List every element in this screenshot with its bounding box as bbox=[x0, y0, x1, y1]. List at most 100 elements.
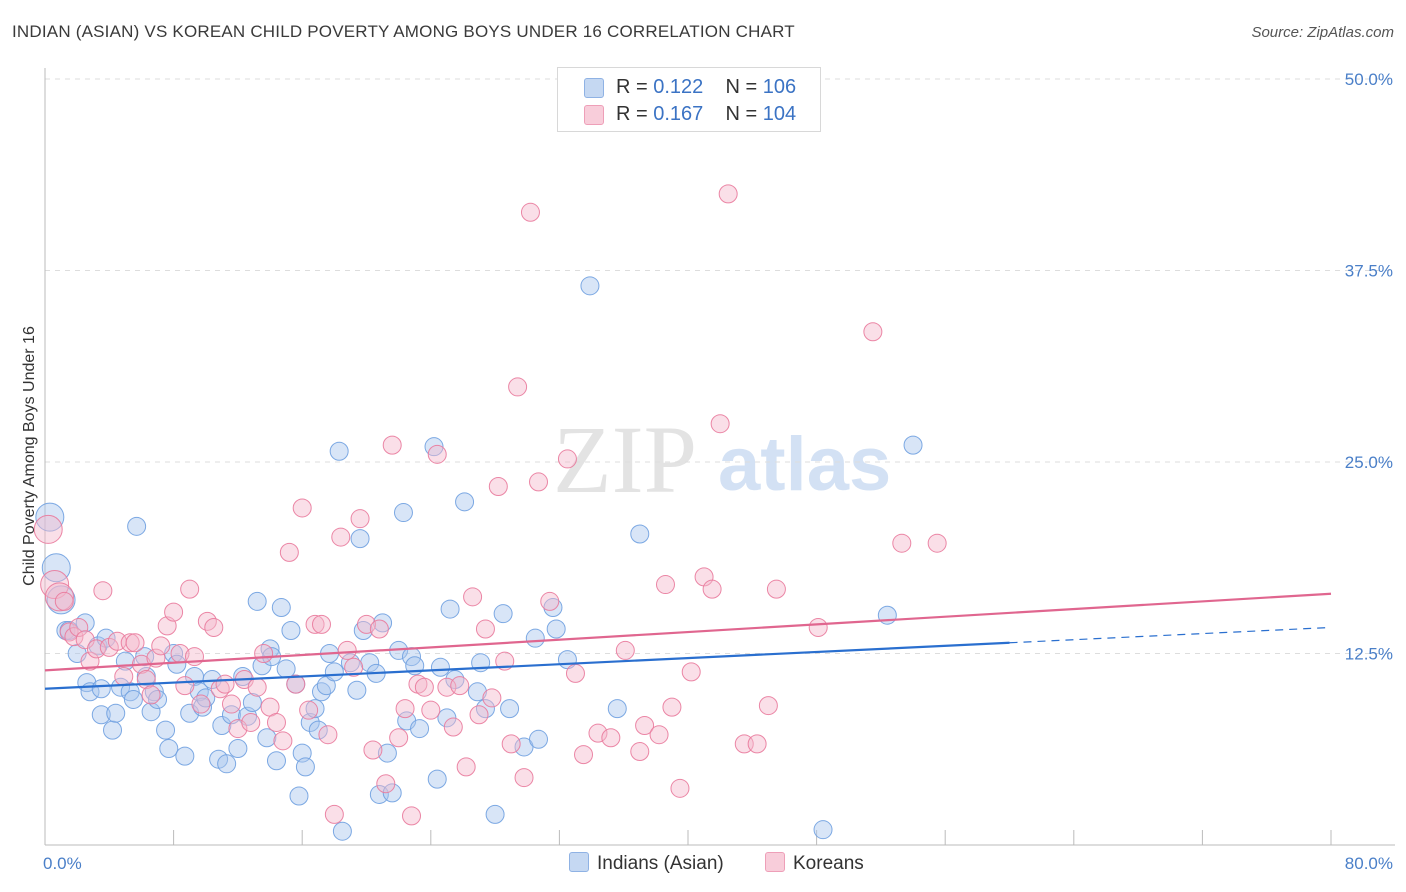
korean-point-95 bbox=[702, 579, 722, 599]
korean-point-90 bbox=[655, 575, 675, 595]
korean-point-53 bbox=[357, 614, 376, 634]
indian-point-54 bbox=[289, 786, 309, 806]
korean-point-66 bbox=[443, 717, 463, 737]
legend-text-indians: R = 0.122 N = 106 bbox=[616, 76, 796, 99]
korean-point-43 bbox=[292, 498, 312, 518]
korean-point-103 bbox=[863, 322, 883, 342]
indian-point-102 bbox=[607, 699, 627, 719]
korean-trend-line bbox=[44, 592, 1332, 672]
indian-point-101 bbox=[580, 276, 600, 296]
indian-point-73 bbox=[373, 613, 393, 633]
korean-point-48 bbox=[324, 804, 344, 824]
korean-point-73 bbox=[488, 477, 508, 497]
y-tick-label-2: 37.5% bbox=[1345, 262, 1393, 281]
indian-point-11 bbox=[91, 679, 111, 699]
korean-point-41 bbox=[279, 542, 299, 562]
korean-point-52 bbox=[350, 509, 370, 529]
indian-point-83 bbox=[427, 769, 447, 789]
indian-point-56 bbox=[295, 757, 315, 777]
x-tick-label-1: 80.0% bbox=[1345, 854, 1393, 873]
korean-point-37 bbox=[254, 644, 274, 663]
korean-point-35 bbox=[241, 712, 261, 732]
korean-point-36 bbox=[247, 677, 267, 697]
indian-point-98 bbox=[543, 598, 563, 618]
bottom-legend-swatch-indians bbox=[569, 852, 589, 872]
indian-point-10 bbox=[91, 705, 111, 725]
korean-point-75 bbox=[501, 734, 521, 754]
bottom-legend-label-indians: Indians (Asian) bbox=[597, 853, 724, 874]
indian-point-94 bbox=[500, 699, 520, 719]
stats-legend: R = 0.122 N = 106 R = 0.167 N = 104 bbox=[557, 67, 821, 132]
korean-point-99 bbox=[747, 734, 767, 754]
indian-point-74 bbox=[377, 743, 397, 763]
korean-point-80 bbox=[540, 591, 560, 611]
bottom-legend-koreans: Koreans bbox=[765, 852, 864, 875]
gridlines bbox=[45, 78, 1395, 654]
x-tick-label-0: 0.0% bbox=[43, 854, 82, 873]
indian-point-81 bbox=[410, 719, 430, 739]
korean-point-24 bbox=[175, 676, 195, 696]
legend-r-label: R = bbox=[616, 76, 648, 98]
korean-point-57 bbox=[382, 435, 402, 455]
indian-point-40 bbox=[228, 738, 248, 758]
watermark-atlas: atlas bbox=[718, 422, 891, 507]
korean-point-64 bbox=[427, 444, 447, 464]
korean-point-0 bbox=[33, 514, 63, 544]
bottom-legend-label-koreans: Koreans bbox=[793, 853, 864, 874]
indian-point-96 bbox=[525, 628, 545, 648]
indian-point-77 bbox=[393, 503, 413, 523]
korean-point-82 bbox=[565, 663, 585, 683]
indian-point-58 bbox=[305, 699, 325, 719]
legend-r-value: 0.122 bbox=[653, 76, 704, 98]
indian-point-49 bbox=[266, 751, 286, 771]
indian-point-84 bbox=[430, 657, 450, 677]
korean-point-15 bbox=[125, 633, 145, 653]
indian-point-75 bbox=[382, 783, 402, 803]
korean-point-56 bbox=[376, 774, 396, 794]
korean-point-2 bbox=[44, 582, 74, 612]
legend-n-label: N = bbox=[725, 103, 758, 125]
legend-swatch-indians bbox=[584, 78, 604, 98]
korean-point-69 bbox=[463, 587, 483, 607]
indian-point-52 bbox=[281, 621, 301, 641]
legend-n-value: 106 bbox=[762, 76, 797, 98]
korean-point-78 bbox=[520, 202, 540, 222]
korean-point-18 bbox=[141, 685, 161, 705]
indian-point-44 bbox=[247, 591, 267, 611]
axes bbox=[44, 68, 1395, 846]
indian-point-103 bbox=[630, 524, 650, 544]
korean-point-84 bbox=[588, 723, 608, 743]
legend-text-koreans: R = 0.167 N = 104 bbox=[616, 103, 796, 126]
indian-point-99 bbox=[546, 619, 566, 639]
indian-point-86 bbox=[440, 599, 460, 619]
korean-point-104 bbox=[892, 533, 912, 553]
korean-point-46 bbox=[311, 614, 331, 634]
korean-point-31 bbox=[215, 674, 235, 694]
legend-n-value: 104 bbox=[762, 103, 797, 125]
source-label: Source: ZipAtlas.com bbox=[1251, 24, 1394, 41]
korean-point-72 bbox=[482, 688, 502, 708]
korean-point-96 bbox=[710, 414, 730, 434]
indian-point-70 bbox=[360, 653, 380, 673]
korean-point-76 bbox=[508, 377, 528, 397]
indian-point-50 bbox=[271, 598, 291, 618]
indian-point-82 bbox=[424, 437, 444, 457]
indian-point-41 bbox=[233, 666, 253, 686]
korean-point-62 bbox=[414, 677, 434, 697]
indian-point-19 bbox=[127, 516, 147, 536]
korean-point-44 bbox=[299, 700, 319, 720]
legend-swatch-koreans bbox=[584, 105, 604, 125]
korean-point-5 bbox=[64, 627, 84, 647]
korean-point-87 bbox=[630, 742, 650, 762]
korean-point-49 bbox=[331, 527, 351, 547]
korean-point-10 bbox=[93, 581, 113, 601]
korean-point-89 bbox=[649, 725, 669, 745]
indian-trend-line-extension bbox=[1009, 626, 1332, 644]
korean-point-63 bbox=[421, 700, 441, 720]
korean-point-47 bbox=[318, 725, 338, 745]
chart-title: INDIAN (ASIAN) VS KOREAN CHILD POVERTY A… bbox=[12, 22, 795, 41]
korean-point-81 bbox=[557, 449, 577, 469]
trend-lines bbox=[44, 592, 1332, 690]
indian-point-37 bbox=[212, 716, 232, 736]
indian-point-67 bbox=[347, 680, 367, 700]
